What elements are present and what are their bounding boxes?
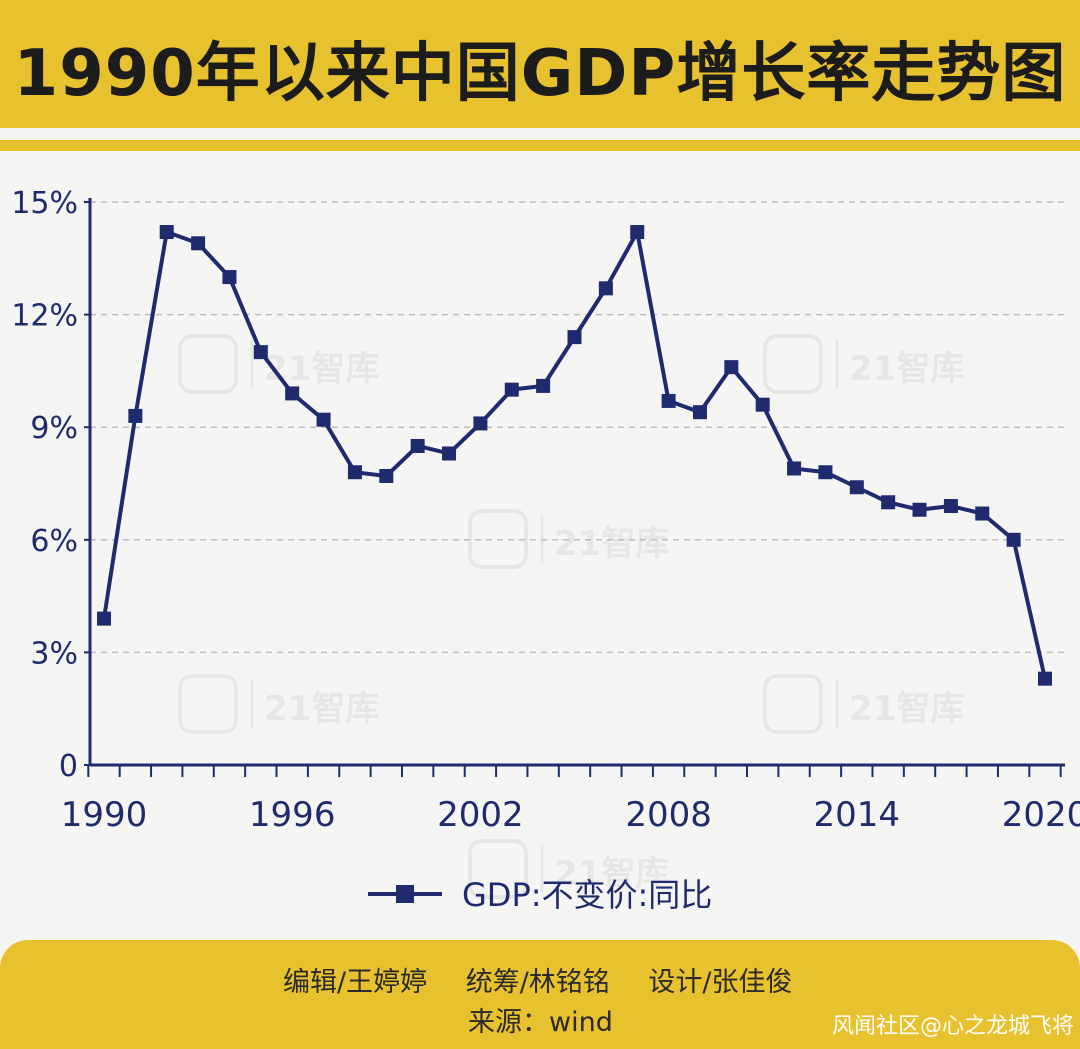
- data-point: [975, 506, 990, 521]
- watermark-5: 21智库: [468, 839, 669, 899]
- watermark-logo-icon: [468, 509, 528, 569]
- watermark-text: 21智库: [849, 349, 964, 389]
- legend: GDP:不变价:同比: [368, 876, 712, 914]
- data-point: [410, 438, 425, 453]
- legend-label: GDP:不变价:同比: [462, 876, 712, 914]
- y-tick-label: 6%: [30, 524, 78, 559]
- data-point: [128, 408, 143, 423]
- watermark-2: 21智库: [468, 509, 669, 569]
- source: 来源：wind: [468, 1000, 613, 1039]
- data-point: [379, 468, 394, 483]
- header-banner: 1990年以来中国GDP增长率走势图: [0, 0, 1080, 128]
- data-point: [630, 225, 645, 240]
- watermark-0: 21智库: [178, 334, 379, 394]
- data-point: [222, 270, 237, 285]
- axes: [84, 198, 1065, 777]
- data-point: [442, 446, 457, 461]
- credits: 编辑/王婷婷 统筹/林铭铭 设计/张佳俊: [283, 960, 823, 999]
- x-tick-label: 1990: [61, 795, 148, 835]
- x-tick-label: 1996: [249, 795, 336, 835]
- source-label: 来源：: [468, 1007, 549, 1038]
- watermark-logo-icon: [178, 334, 238, 394]
- watermark-logo-icon: [468, 839, 528, 899]
- data-point: [191, 236, 206, 251]
- data-point: [1006, 532, 1021, 547]
- y-tick-label: 15%: [11, 186, 78, 221]
- data-point: [473, 416, 488, 431]
- x-tick-label: 2014: [814, 795, 901, 835]
- y-tick-labels: 0 3% 6% 9% 12% 15%: [11, 186, 78, 784]
- series-gdp: [97, 225, 1052, 686]
- watermark-text: 21智库: [849, 689, 964, 729]
- divider-stripe: [0, 140, 1080, 151]
- data-point: [755, 397, 770, 412]
- watermarks: 21智库 21智库 21智库 21智库 21智库 21智库: [178, 334, 964, 899]
- watermark-logo-icon: [178, 674, 238, 734]
- data-point: [787, 461, 802, 476]
- watermark-logo-icon: [763, 674, 823, 734]
- data-point: [724, 360, 739, 375]
- watermark-3: 21智库: [178, 674, 379, 734]
- credit-designer: 设计/张佳俊: [648, 967, 793, 998]
- page-title: 1990年以来中国GDP增长率走势图: [13, 37, 1067, 111]
- watermark-text: 21智库: [554, 854, 669, 894]
- data-point: [504, 382, 519, 397]
- data-point: [285, 386, 300, 401]
- watermark-text: 21智库: [554, 524, 669, 564]
- credit-coordinator: 统筹/林铭铭: [465, 967, 610, 998]
- data-point: [253, 345, 268, 360]
- series-line: [102, 230, 1047, 680]
- legend-marker: [396, 885, 414, 903]
- data-point: [1038, 671, 1052, 686]
- x-tick-label: 2020: [1002, 795, 1080, 835]
- y-tick-label: 9%: [30, 411, 78, 446]
- watermark-logo-icon: [763, 334, 823, 394]
- footer: 编辑/王婷婷 统筹/林铭铭 设计/张佳俊 来源：wind 风闻社区@心之龙城飞将: [0, 940, 1080, 1049]
- data-point: [818, 465, 833, 480]
- data-point: [97, 611, 111, 626]
- y-tick-label: 3%: [30, 636, 78, 671]
- data-point: [849, 480, 864, 495]
- line-chart: 21智库 21智库 21智库 21智库 21智库 21智库 0 3% 6% 9% 12% 15% 1…: [11, 186, 1080, 914]
- data-point: [567, 330, 582, 345]
- x-tick-label: 2008: [625, 795, 712, 835]
- source-value: wind: [549, 1007, 613, 1038]
- data-point: [692, 405, 707, 420]
- watermark-text: 21智库: [264, 689, 379, 729]
- platform-watermark: 风闻社区@心之龙城飞将: [831, 1014, 1074, 1039]
- data-point: [661, 393, 676, 408]
- data-point: [943, 499, 958, 514]
- data-point: [598, 281, 613, 296]
- chart-area: 21智库 21智库 21智库 21智库 21智库 21智库 0 3% 6% 9% 12% 15% 1…: [0, 151, 1080, 941]
- watermark-text: 21智库: [264, 349, 379, 389]
- x-tick-label: 2002: [437, 795, 524, 835]
- data-point: [347, 465, 362, 480]
- watermark-4: 21智库: [763, 674, 964, 734]
- data-point: [881, 495, 896, 510]
- x-tick-labels: 1990 1996 2002 2008 2014 2020: [61, 795, 1080, 835]
- data-point: [912, 502, 927, 517]
- data-point: [536, 378, 551, 393]
- y-tick-label: 0: [59, 749, 78, 784]
- gridlines: [90, 201, 1065, 654]
- data-point: [316, 412, 331, 427]
- watermark-1: 21智库: [763, 334, 964, 394]
- credit-editor: 编辑/王婷婷: [283, 967, 428, 998]
- data-point: [159, 225, 174, 240]
- y-tick-label: 12%: [11, 299, 78, 334]
